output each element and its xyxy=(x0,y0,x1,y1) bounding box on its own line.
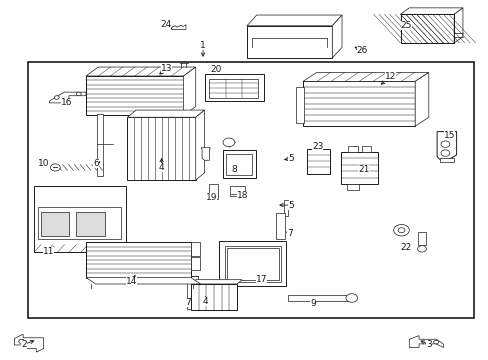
Bar xyxy=(86,76,183,116)
Text: 19: 19 xyxy=(205,193,217,202)
Text: 4: 4 xyxy=(159,163,164,172)
Circle shape xyxy=(76,92,81,96)
Bar xyxy=(76,212,104,235)
Text: 22: 22 xyxy=(400,243,411,252)
Text: 8: 8 xyxy=(230,165,236,174)
Polygon shape xyxy=(246,15,341,26)
Bar xyxy=(34,186,126,252)
Bar xyxy=(224,246,281,282)
Polygon shape xyxy=(283,200,288,216)
Polygon shape xyxy=(414,72,428,126)
Bar xyxy=(205,74,264,101)
Bar xyxy=(190,242,199,256)
Circle shape xyxy=(19,339,24,343)
Bar xyxy=(361,145,370,152)
Text: 6: 6 xyxy=(93,159,99,168)
Circle shape xyxy=(440,150,449,156)
Text: 24: 24 xyxy=(160,19,171,28)
Bar xyxy=(209,78,258,98)
Bar xyxy=(400,14,453,43)
Bar xyxy=(222,149,255,178)
Bar xyxy=(303,81,414,126)
Bar xyxy=(340,152,377,184)
Bar xyxy=(27,62,473,318)
Polygon shape xyxy=(171,25,185,30)
Bar xyxy=(38,207,121,239)
Polygon shape xyxy=(453,8,462,43)
Bar xyxy=(127,117,195,180)
Polygon shape xyxy=(49,92,86,103)
Text: 16: 16 xyxy=(61,98,72,107)
Text: 21: 21 xyxy=(358,165,369,174)
Circle shape xyxy=(433,340,438,344)
Text: 5: 5 xyxy=(287,154,293,163)
Text: 2: 2 xyxy=(21,340,27,349)
Text: 17: 17 xyxy=(255,275,267,284)
Circle shape xyxy=(417,246,426,252)
Bar xyxy=(276,213,285,239)
Polygon shape xyxy=(14,334,43,352)
Text: 9: 9 xyxy=(309,299,315,308)
Bar xyxy=(226,154,251,175)
Polygon shape xyxy=(183,67,195,116)
Bar xyxy=(229,186,244,197)
Bar xyxy=(97,114,102,176)
Bar xyxy=(227,248,278,280)
Text: 18: 18 xyxy=(237,190,248,199)
Bar xyxy=(209,184,218,199)
Circle shape xyxy=(54,96,59,99)
Text: 3: 3 xyxy=(425,340,431,349)
Text: 13: 13 xyxy=(161,64,172,73)
Text: 1: 1 xyxy=(200,41,205,50)
Polygon shape xyxy=(436,132,456,159)
Circle shape xyxy=(345,294,357,302)
Text: 14: 14 xyxy=(125,276,137,285)
Bar xyxy=(439,158,453,162)
Polygon shape xyxy=(127,110,204,117)
Bar xyxy=(288,295,353,301)
Text: 7: 7 xyxy=(286,229,292,238)
Text: 5: 5 xyxy=(287,201,293,210)
Polygon shape xyxy=(86,278,200,284)
Circle shape xyxy=(223,138,234,147)
Bar xyxy=(347,145,357,152)
Bar xyxy=(190,284,237,310)
Bar xyxy=(186,276,197,309)
Circle shape xyxy=(393,225,408,236)
Text: 10: 10 xyxy=(38,159,49,168)
Circle shape xyxy=(50,164,60,171)
Bar xyxy=(41,212,69,235)
Text: 25: 25 xyxy=(400,21,411,30)
Circle shape xyxy=(397,228,404,233)
Text: 4: 4 xyxy=(202,297,208,306)
Polygon shape xyxy=(331,15,341,58)
Polygon shape xyxy=(190,280,242,284)
Bar xyxy=(417,231,426,245)
Bar xyxy=(346,184,358,190)
Text: 15: 15 xyxy=(443,131,454,140)
Bar xyxy=(400,14,453,43)
Circle shape xyxy=(440,141,449,147)
Text: 11: 11 xyxy=(42,247,54,256)
Polygon shape xyxy=(201,148,210,160)
Polygon shape xyxy=(408,336,443,347)
Bar xyxy=(246,26,331,58)
Bar xyxy=(86,242,190,278)
Polygon shape xyxy=(195,110,204,180)
Text: 23: 23 xyxy=(311,142,323,151)
Text: 26: 26 xyxy=(356,46,367,55)
Polygon shape xyxy=(86,67,195,76)
Bar xyxy=(190,257,199,270)
Text: 20: 20 xyxy=(210,65,222,74)
Polygon shape xyxy=(400,8,462,14)
Bar xyxy=(219,241,286,286)
Bar xyxy=(295,87,304,123)
Polygon shape xyxy=(303,72,428,81)
Bar xyxy=(306,149,330,174)
Text: 12: 12 xyxy=(385,72,396,81)
Text: 7: 7 xyxy=(185,298,191,307)
